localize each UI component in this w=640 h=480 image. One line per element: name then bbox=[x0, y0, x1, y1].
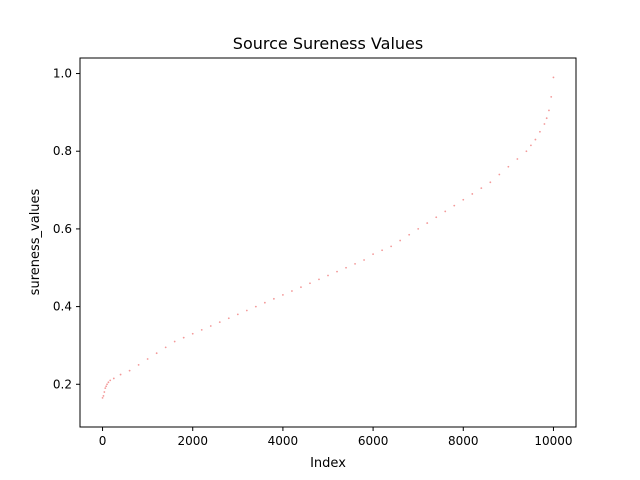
data-point bbox=[105, 385, 108, 388]
x-tick-label: 0 bbox=[99, 434, 107, 448]
data-point bbox=[272, 297, 275, 300]
y-tick-label: 0.2 bbox=[53, 377, 72, 391]
data-points bbox=[101, 76, 555, 399]
data-point bbox=[263, 301, 266, 304]
data-point bbox=[548, 109, 550, 112]
data-point bbox=[101, 396, 104, 399]
data-point bbox=[381, 249, 384, 252]
data-point bbox=[462, 198, 465, 201]
data-point bbox=[390, 245, 393, 248]
data-point bbox=[480, 187, 483, 190]
data-point bbox=[552, 76, 555, 79]
y-tick-label: 0.4 bbox=[53, 300, 72, 314]
data-point bbox=[146, 358, 149, 360]
chart-title: Source Sureness Values bbox=[233, 34, 423, 53]
data-point bbox=[236, 313, 239, 316]
data-point bbox=[254, 305, 257, 308]
data-point bbox=[453, 204, 456, 207]
data-point bbox=[498, 173, 501, 176]
data-point bbox=[336, 270, 338, 273]
data-point bbox=[444, 210, 447, 213]
data-point bbox=[245, 309, 248, 312]
data-point bbox=[417, 228, 420, 230]
y-tick-label: 0.6 bbox=[53, 222, 72, 236]
data-point bbox=[543, 123, 546, 125]
x-tick-label: 4000 bbox=[268, 434, 299, 448]
plot-area: 0 2000 4000 6000 8000 10000 0.2 0.4 0.6 0.8 1.0 bbox=[53, 57, 577, 448]
data-point bbox=[539, 130, 541, 133]
data-point bbox=[426, 222, 429, 224]
data-point bbox=[408, 233, 411, 236]
data-point bbox=[109, 379, 112, 382]
data-point bbox=[164, 346, 167, 349]
data-point bbox=[530, 144, 532, 147]
x-tick-label: 6000 bbox=[358, 434, 389, 448]
data-point bbox=[227, 317, 230, 320]
y-tick-label: 0.8 bbox=[53, 144, 72, 158]
data-point bbox=[318, 278, 320, 281]
x-axis-label: Index bbox=[310, 456, 346, 471]
data-point bbox=[218, 321, 221, 324]
data-point bbox=[137, 363, 140, 366]
data-point bbox=[399, 239, 402, 242]
data-point bbox=[327, 274, 329, 277]
data-point bbox=[300, 286, 302, 289]
data-point bbox=[191, 332, 194, 335]
x-tick-label: 2000 bbox=[177, 434, 208, 448]
data-point bbox=[102, 395, 105, 397]
data-point bbox=[435, 216, 438, 219]
data-point bbox=[173, 340, 176, 343]
data-point bbox=[200, 328, 203, 331]
data-point bbox=[545, 117, 548, 120]
y-axis-ticks: 0.2 0.4 0.6 0.8 1.0 bbox=[53, 67, 80, 391]
data-point bbox=[106, 383, 108, 386]
data-point bbox=[550, 95, 553, 98]
data-point bbox=[345, 266, 347, 269]
data-point bbox=[507, 165, 510, 168]
y-axis-label: sureness_values bbox=[28, 188, 43, 295]
data-point bbox=[363, 259, 365, 261]
data-point bbox=[534, 138, 537, 141]
data-point bbox=[128, 369, 131, 372]
data-point bbox=[182, 336, 185, 339]
data-point bbox=[103, 391, 106, 393]
x-tick-label: 8000 bbox=[448, 434, 479, 448]
plot-frame bbox=[79, 57, 577, 428]
data-point bbox=[155, 352, 158, 355]
data-point bbox=[291, 290, 293, 292]
data-point bbox=[525, 150, 528, 153]
data-point bbox=[309, 282, 311, 285]
data-point bbox=[209, 325, 212, 327]
data-point bbox=[104, 387, 107, 390]
data-point bbox=[282, 294, 284, 296]
data-point bbox=[119, 373, 122, 376]
data-point bbox=[489, 181, 492, 184]
data-point bbox=[112, 377, 115, 380]
data-point bbox=[372, 253, 374, 256]
data-point bbox=[354, 262, 356, 265]
x-axis-ticks: 0 2000 4000 6000 8000 10000 bbox=[99, 427, 573, 448]
x-tick-label: 10000 bbox=[534, 434, 572, 448]
data-point bbox=[107, 381, 110, 384]
data-point bbox=[471, 193, 474, 195]
data-point bbox=[516, 158, 519, 160]
y-tick-label: 1.0 bbox=[53, 67, 72, 81]
